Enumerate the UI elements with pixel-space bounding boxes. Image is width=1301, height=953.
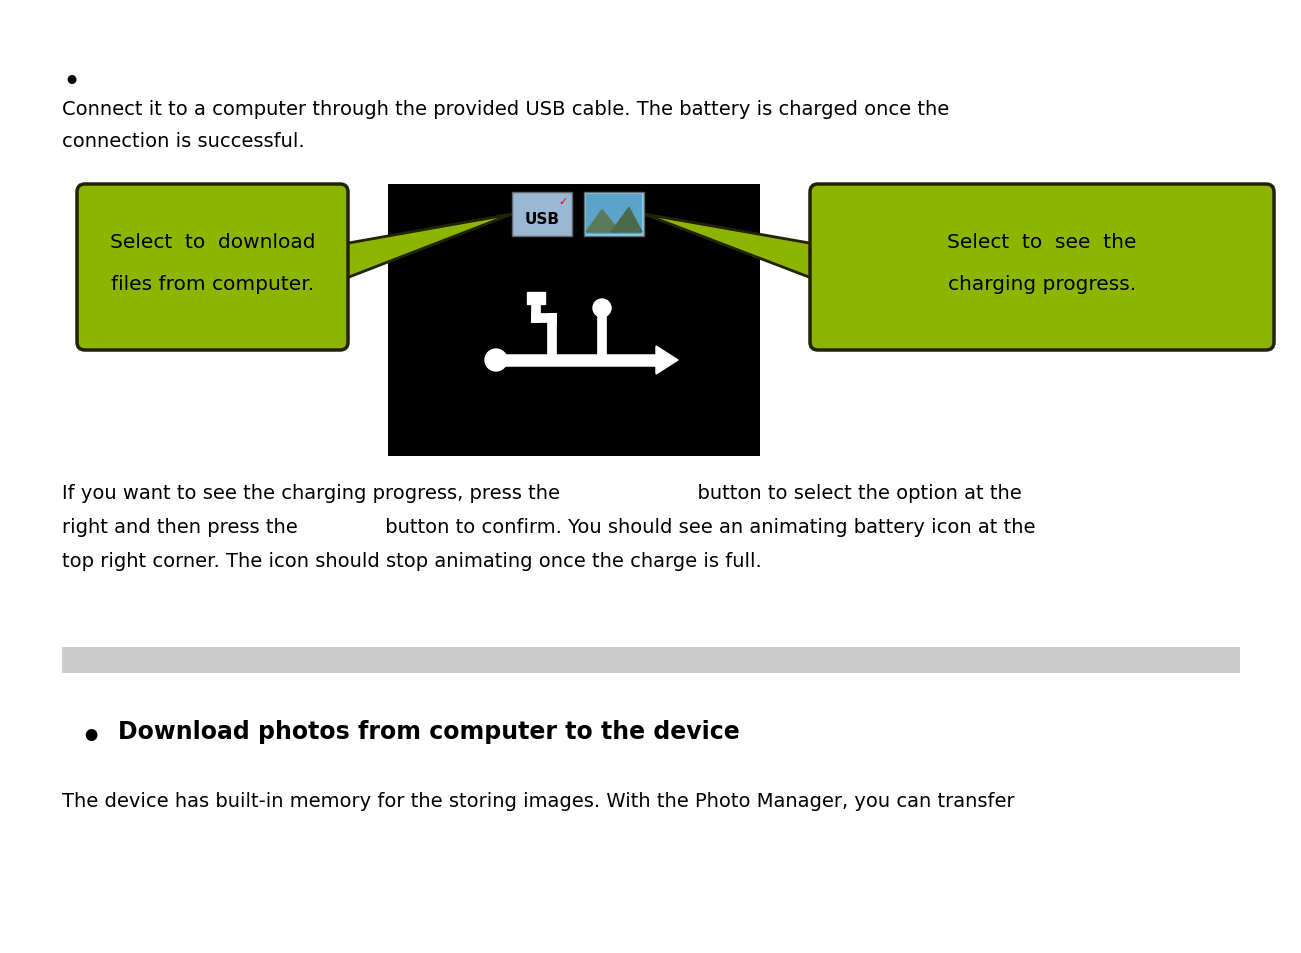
Bar: [585, 194, 641, 234]
Text: Download photos from computer to the device: Download photos from computer to the dev…: [118, 720, 740, 743]
Bar: [388, 185, 760, 456]
Text: Connect it to a computer through the provided USB cable. The battery is charged : Connect it to a computer through the pro…: [62, 100, 950, 119]
Polygon shape: [644, 214, 818, 281]
Text: right and then press the              button to confirm. You should see an anima: right and then press the button to confi…: [62, 517, 1036, 537]
Text: The device has built-in memory for the storing images. With the Photo Manager, y: The device has built-in memory for the s…: [62, 791, 1015, 810]
Text: ✓: ✓: [558, 196, 569, 207]
Text: •: •: [62, 68, 81, 97]
Circle shape: [593, 299, 611, 317]
Bar: [584, 193, 644, 236]
Bar: [62, 647, 1240, 673]
Text: top right corner. The icon should stop animating once the charge is full.: top right corner. The icon should stop a…: [62, 552, 762, 571]
Polygon shape: [611, 208, 641, 233]
Text: •: •: [79, 721, 101, 754]
FancyBboxPatch shape: [77, 185, 347, 351]
Text: files from computer.: files from computer.: [111, 275, 314, 294]
Text: If you want to see the charging progress, press the                      button : If you want to see the charging progress…: [62, 483, 1021, 502]
Text: Select  to  see  the: Select to see the: [947, 233, 1137, 253]
Circle shape: [485, 350, 507, 372]
Text: Select  to  download: Select to download: [109, 233, 315, 253]
Text: connection is successful.: connection is successful.: [62, 132, 304, 151]
FancyBboxPatch shape: [811, 185, 1274, 351]
Polygon shape: [340, 214, 513, 281]
Text: USB: USB: [524, 212, 559, 226]
Text: charging progress.: charging progress.: [948, 275, 1136, 294]
Polygon shape: [656, 347, 678, 375]
Polygon shape: [585, 211, 621, 233]
Bar: [513, 193, 572, 236]
Bar: [527, 293, 545, 305]
